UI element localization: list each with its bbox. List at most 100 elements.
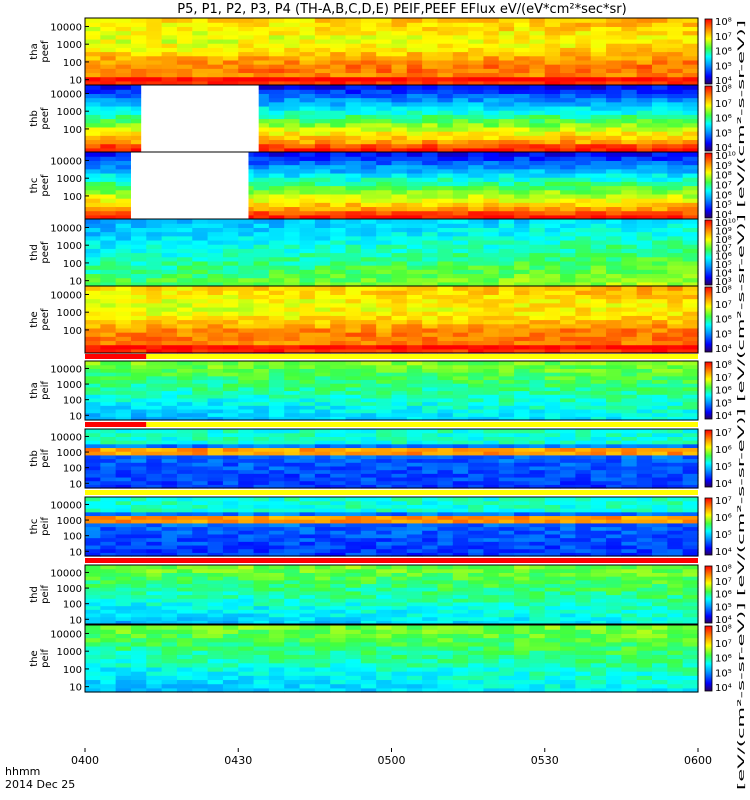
spectrogram-cell	[222, 541, 239, 546]
spectrogram-cell	[498, 210, 515, 216]
spectrogram-cell	[452, 206, 469, 212]
spectrogram-cell	[590, 323, 607, 329]
spectrogram-cell	[575, 206, 592, 212]
spectrogram-cell	[115, 68, 132, 74]
spectrogram-cell	[253, 484, 270, 489]
spectrogram-cell	[360, 223, 377, 228]
spectrogram-cell	[192, 552, 209, 557]
spectrogram-cell	[498, 298, 515, 304]
spectrogram-cell	[330, 386, 347, 392]
spectrogram-cell	[422, 126, 439, 132]
spectrogram-cell	[621, 193, 638, 199]
spectrogram-cell	[621, 168, 638, 174]
spectrogram-cell	[652, 465, 668, 471]
spectrogram-cell	[483, 269, 500, 275]
spectrogram-cell	[100, 383, 117, 388]
spectrogram-cell	[268, 26, 285, 32]
spectrogram-cell	[621, 118, 638, 124]
spectrogram-cell	[207, 47, 224, 53]
spectrogram-cell	[529, 219, 546, 224]
spectrogram-cell	[606, 265, 622, 270]
spectrogram-cell	[238, 552, 255, 557]
spectrogram-cell	[376, 227, 393, 233]
spectrogram-cell	[253, 432, 270, 437]
spectrogram-cell	[222, 59, 239, 65]
spectrogram-cell	[130, 302, 147, 308]
spectrogram-cell	[253, 76, 270, 82]
spectrogram-cell	[176, 68, 193, 74]
spectrogram-cell	[483, 273, 500, 279]
spectrogram-cell	[207, 231, 224, 237]
spectrogram-cell	[468, 30, 485, 36]
spectrogram-cell	[299, 235, 316, 241]
spectrogram-cell	[468, 361, 485, 366]
spectrogram-cell	[406, 252, 423, 258]
spectrogram-cell	[667, 47, 684, 53]
spectrogram-cell	[330, 101, 347, 107]
spectrogram-cell	[621, 451, 638, 456]
spectrogram-cell	[667, 269, 684, 275]
spectrogram-cell	[360, 311, 377, 316]
spectrogram-cell	[590, 298, 607, 304]
spectrogram-cell	[284, 269, 301, 275]
spectrogram-cell	[284, 281, 301, 287]
spectrogram-cell	[146, 38, 163, 44]
spectrogram-cell	[514, 394, 531, 399]
spectrogram-cell	[238, 469, 255, 474]
spectrogram-cell	[452, 185, 469, 191]
spectrogram-cell	[422, 51, 439, 57]
spectrogram-cell	[406, 72, 423, 78]
y-tick-label: 10000	[50, 364, 82, 375]
spectrogram-cell	[575, 227, 592, 233]
spectrogram-cell	[284, 193, 301, 199]
spectrogram-cell	[207, 383, 224, 388]
spectrogram-cell	[483, 55, 500, 61]
spectrogram-cell	[207, 552, 224, 557]
spectrogram-cell	[682, 484, 699, 489]
spectrogram-cell	[544, 277, 561, 283]
spectrogram-cell	[192, 548, 209, 553]
spectrogram-cell	[437, 548, 454, 553]
spectrogram-cell	[130, 260, 147, 266]
spectrogram-cell	[437, 168, 454, 174]
spectrogram-cell	[192, 315, 209, 321]
spectrogram-cell	[253, 530, 270, 535]
spectrogram-cell	[544, 101, 561, 107]
spectrogram-cell	[636, 294, 653, 300]
spectrogram-cell	[422, 43, 439, 48]
spectrogram-cell	[253, 436, 270, 441]
spectrogram-cell	[115, 405, 132, 410]
spectrogram-cell	[667, 30, 684, 36]
spectrogram-cell	[575, 397, 592, 403]
spectrogram-cell	[468, 97, 485, 103]
spectrogram-cell	[636, 273, 653, 279]
spectrogram-cell	[682, 156, 699, 161]
spectrogram-cell	[146, 469, 163, 474]
spectrogram-cell	[498, 93, 515, 99]
spectrogram-cell	[544, 239, 561, 245]
spectrogram-cell	[590, 379, 607, 384]
spectrogram-cell	[115, 256, 132, 262]
spectrogram-cell	[483, 458, 500, 463]
spectrogram-cell	[314, 323, 331, 329]
spectrogram-cell	[406, 185, 423, 191]
spectrogram-cell	[560, 59, 576, 65]
spectrogram-cell	[452, 311, 469, 316]
spectrogram-cell	[437, 458, 454, 463]
spectrogram-cell	[284, 156, 301, 161]
spectrogram-cell	[621, 386, 638, 392]
spectrogram-cell	[621, 290, 638, 295]
figure-title: P5, P1, P2, P3, P4 (TH-A,B,C,D,E) PEIF,P…	[177, 2, 626, 17]
spectrogram-cell	[590, 202, 607, 208]
panel-ylabel: thcpeef	[29, 174, 51, 197]
spectrogram-cell	[85, 465, 101, 471]
spectrogram-cell	[146, 59, 163, 65]
spectrogram-cell	[299, 504, 316, 509]
spectrogram-cell	[529, 135, 546, 141]
spectrogram-cell	[422, 252, 439, 258]
y-tick-label: 10	[69, 277, 82, 288]
spectrogram-cell	[360, 336, 377, 342]
spectrogram-cell	[590, 34, 607, 40]
spectrogram-cell	[529, 223, 546, 228]
spectrogram-cell	[406, 537, 423, 542]
